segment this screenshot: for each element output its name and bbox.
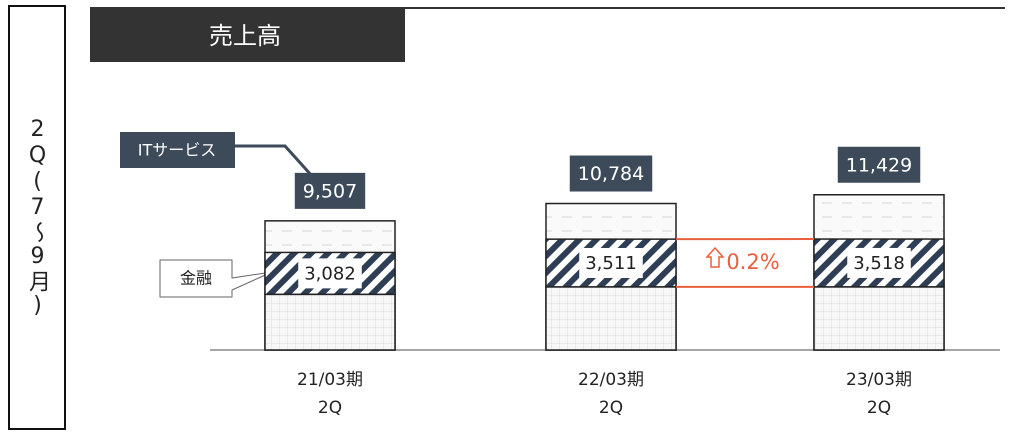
x-tick-label: 23/03期 2Q	[846, 370, 912, 418]
period-label: 2Q(7〜9月)	[25, 116, 50, 319]
x-tick-label: 22/03期 2Q	[578, 370, 644, 418]
value-label-box	[579, 247, 643, 278]
callouts: ITサービス 金融	[120, 132, 314, 298]
callout-box	[159, 259, 273, 298]
title-box	[90, 8, 405, 62]
bar-segment	[545, 286, 677, 351]
chart-title: 売上高	[209, 22, 281, 50]
value-label: 3,082	[304, 263, 356, 284]
value-label: 3,518	[853, 253, 905, 274]
total-label-box	[837, 146, 921, 183]
callout-label: 金融	[180, 269, 212, 288]
period-box: 2Q(7〜9月)	[8, 5, 66, 430]
total-label: 11,429	[846, 154, 912, 176]
x-tick-label: 21/03期 2Q	[297, 370, 363, 418]
change-label: 0.2%	[726, 250, 779, 274]
total-label: 9,507	[303, 180, 357, 202]
value-label-box	[847, 247, 911, 278]
total-label-box	[569, 155, 653, 192]
bar-segment	[813, 286, 945, 351]
value-label-box	[298, 258, 362, 289]
up-arrow	[705, 246, 725, 268]
callout-box	[120, 132, 235, 168]
bar-segment	[264, 293, 396, 351]
callout-label: ITサービス	[138, 141, 217, 160]
total-label: 10,784	[578, 163, 644, 185]
callout-line	[234, 144, 314, 178]
total-label-box	[294, 172, 366, 209]
value-label: 3,511	[585, 253, 637, 274]
